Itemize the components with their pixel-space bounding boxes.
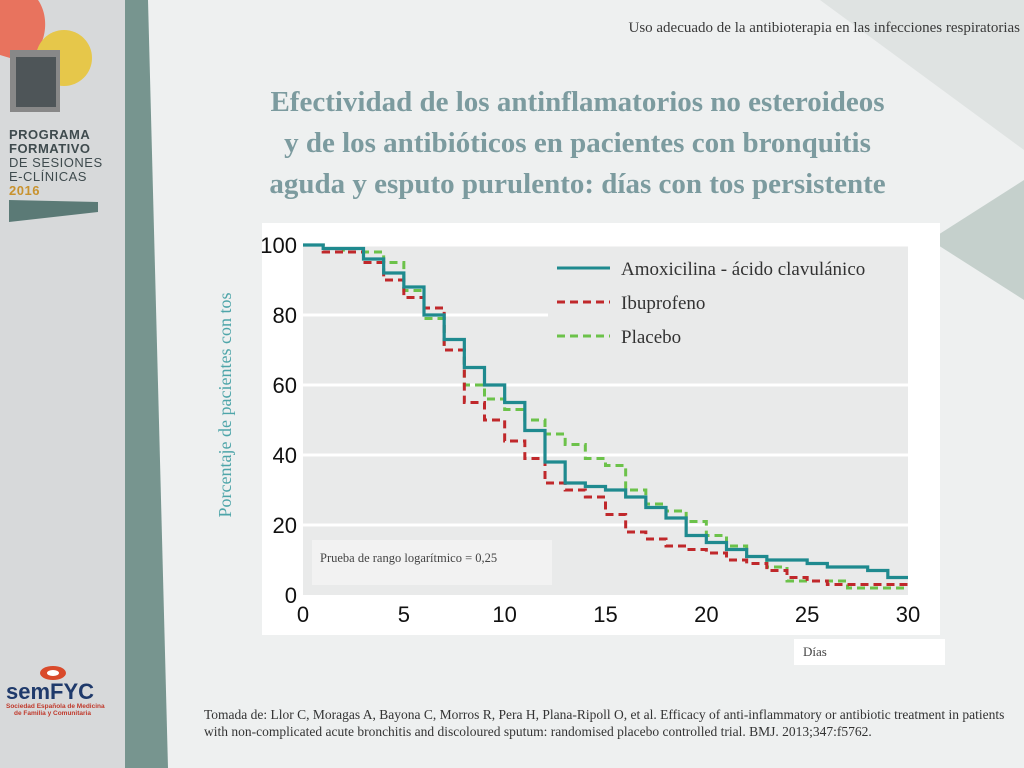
title-line-1: Efectividad de los antinflamatorios no e… (270, 86, 885, 118)
title-line-2: y de los antibióticos en pacientes con b… (284, 127, 871, 159)
x-tick-label: 5 (398, 602, 410, 627)
x-tick-label: 20 (694, 602, 718, 627)
slide-header: Uso adecuado de la antibioterapia en las… (628, 20, 1020, 36)
series-lines (303, 243, 908, 590)
program-line-3: DE SESIONES (9, 155, 103, 170)
x-tick-label: 25 (795, 602, 819, 627)
y-tick-label: 80 (273, 303, 297, 328)
legend-label-amoxicilina: Amoxicilina - ácido clavulánico (621, 259, 865, 280)
annotation-box (312, 540, 552, 585)
annotation-text: Prueba de rango logarítmico = 0,25 (320, 551, 497, 565)
semfyc-subtitle-2: de Familia y Comunitaria (14, 710, 91, 717)
x-tick-label: 0 (297, 602, 309, 627)
x-axis-label: Días (794, 639, 945, 665)
slide-title: Efectividad de los antinflamatorios no e… (160, 82, 995, 205)
x-tick-label: 10 (492, 602, 516, 627)
citation: Tomada de: Llor C, Moragas A, Bayona C, … (204, 707, 1005, 739)
survival-chart: 0 20 40 60 80 100 0 5 10 15 20 25 30 Amoxicilina - … (215, 223, 940, 635)
legend-label-ibuprofeno: Ibuprofeno (621, 293, 705, 314)
x-ticks: 0 5 10 15 20 25 30 (297, 602, 920, 627)
y-tick-label: 60 (273, 373, 297, 398)
semfyc-emblem-icon (40, 666, 66, 680)
title-line-3: aguda y esputo purulento: días con tos p… (269, 168, 886, 200)
series-line-placebo (303, 243, 908, 590)
legend: Amoxicilina - ácido clavulánico Ibuprofen… (557, 259, 865, 348)
y-tick-label: 0 (285, 583, 297, 608)
series-line-amoxicilina (303, 243, 908, 580)
program-line-4: E-CLÍNICAS (9, 169, 87, 184)
program-line-1: PROGRAMA (9, 127, 91, 142)
legend-label-placebo: Placebo (621, 327, 681, 348)
y-tick-label: 100 (260, 233, 297, 258)
semfyc-subtitle-1: Sociedad Española de Medicina (6, 703, 105, 710)
program-year: 2016 (9, 183, 40, 198)
x-tick-label: 30 (896, 602, 920, 627)
program-line-2: FORMATIVO (9, 141, 91, 156)
semfyc-logo: semFYC Sociedad Española de Medicina de … (6, 665, 116, 717)
x-tick-label: 15 (593, 602, 617, 627)
y-ticks: 0 20 40 60 80 100 (260, 233, 297, 608)
y-tick-label: 40 (273, 443, 297, 468)
y-axis-label: Porcentaje de pacientes con tos (215, 293, 235, 518)
y-tick-label: 20 (273, 513, 297, 538)
semfyc-name: semFYC (6, 679, 95, 704)
